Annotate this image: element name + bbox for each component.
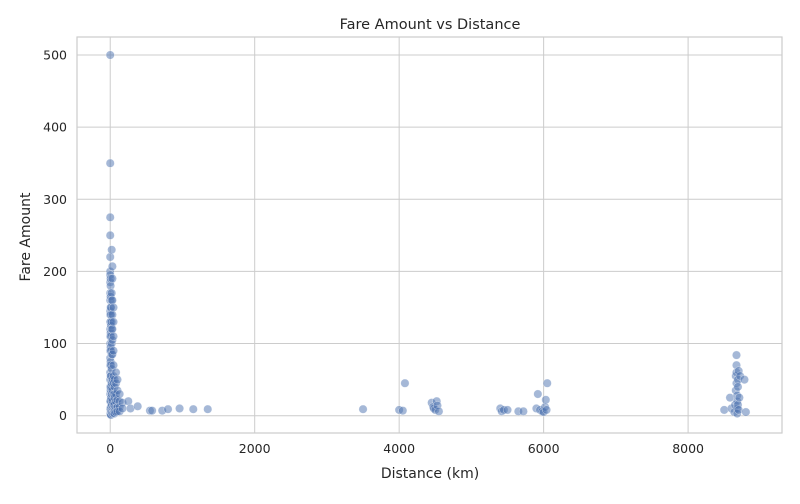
y-tick-label: 0 [59,408,67,423]
scatter-point [113,375,122,385]
scatter-point [105,158,115,168]
scatter-point [358,404,368,414]
x-tick-label: 0 [106,441,114,456]
scatter-point [109,303,118,312]
x-tick-label: 4000 [383,441,415,456]
scatter-point [398,406,408,416]
scatter-point [188,404,198,414]
scatter-point [542,378,552,388]
tick-labels: 0 2000 4000 6000 8000 0 100 200 300 400 500 [43,48,704,456]
scatter-point [518,406,528,416]
scatter-point [107,261,117,271]
x-tick-label: 6000 [528,441,560,456]
scatter-point [400,378,410,388]
scatter-point [203,404,213,414]
scatter-point [109,331,118,341]
scatter-point [133,401,143,411]
scatter-point [719,405,729,415]
scatter-point [105,252,115,262]
scatter-point [105,50,115,60]
scatter-point [503,405,512,415]
scatter-point [105,212,115,222]
data-points [105,50,751,420]
y-tick-label: 400 [43,120,67,135]
scatter-point [163,404,173,414]
scatter-point [109,346,118,356]
scatter-point [733,382,743,392]
scatter-point [109,317,118,327]
scatter-point [434,406,444,416]
scatter-point [105,230,115,240]
grid-lines [77,37,782,433]
scatter-point [741,407,751,417]
scatter-point [734,393,744,403]
scatter-point [147,406,157,416]
x-axis-label: Distance (km) [381,466,479,482]
scatter-point [107,274,117,284]
plot-area-frame [76,36,783,434]
y-axis-label: Fare Amount [18,192,34,281]
scatter-point [533,389,543,399]
x-tick-label: 2000 [239,441,271,456]
scatter-point [542,405,551,415]
y-tick-label: 200 [43,264,67,279]
y-tick-label: 500 [43,48,67,63]
y-tick-label: 300 [43,192,67,207]
scatter-point [111,367,121,377]
scatter-point [732,350,741,360]
chart-title: Fare Amount vs Distance [340,17,521,33]
y-tick-label: 100 [43,336,67,351]
scatter-point [175,404,185,413]
scatter-point [739,375,749,385]
x-tick-label: 8000 [672,441,704,456]
scatter-point [541,395,551,405]
scatter-point [107,245,117,255]
scatter-point [118,404,127,413]
